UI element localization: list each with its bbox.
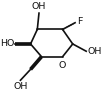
Text: HO: HO xyxy=(0,39,14,48)
Text: O: O xyxy=(58,61,66,70)
Text: OH: OH xyxy=(13,82,28,91)
Text: OH: OH xyxy=(87,47,101,56)
Text: F: F xyxy=(77,17,82,26)
Text: OH: OH xyxy=(32,2,46,11)
